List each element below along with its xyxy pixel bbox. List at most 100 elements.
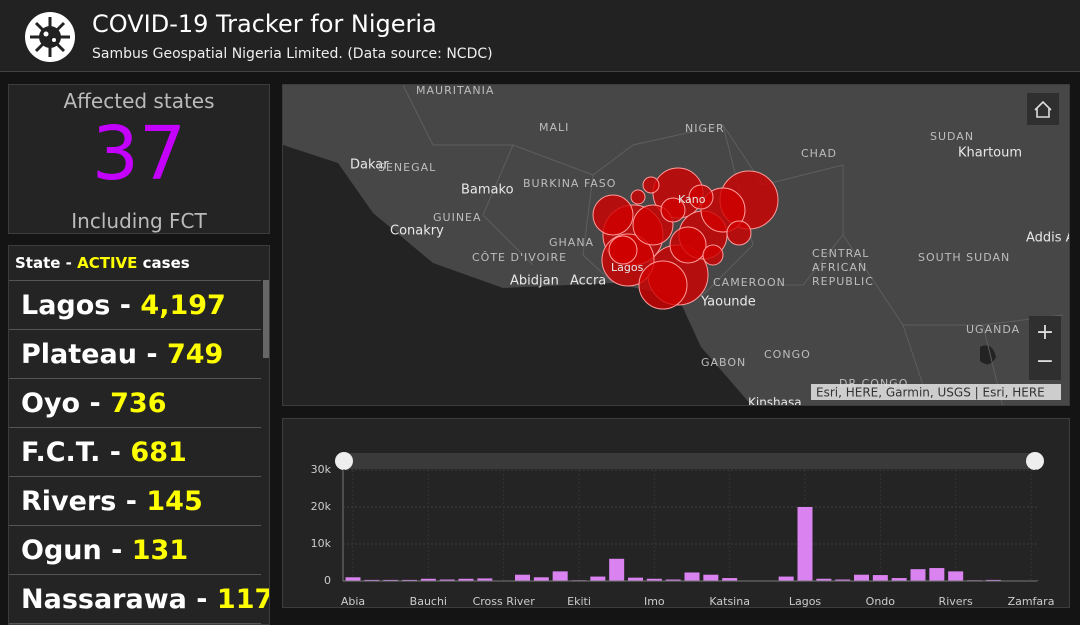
map-label: Kano bbox=[678, 193, 706, 206]
map-label: REPUBLIC bbox=[812, 275, 874, 288]
x-tick-label: Lagos bbox=[789, 595, 822, 608]
bar bbox=[854, 575, 869, 581]
zoom-out[interactable]: − bbox=[1036, 349, 1054, 374]
list-item: Oyo - 736 bbox=[9, 379, 261, 428]
map-label: BURKINA FASO bbox=[523, 177, 616, 190]
list-header: State - ACTIVE cases bbox=[15, 254, 190, 272]
list-item: Ogun - 131 bbox=[9, 526, 261, 575]
state-name: Rivers bbox=[21, 486, 116, 517]
summary-label: Affected states bbox=[9, 89, 269, 113]
bar bbox=[703, 575, 718, 581]
bar bbox=[873, 575, 888, 581]
y-tick-label: 10k bbox=[311, 537, 332, 550]
separator: - bbox=[111, 535, 122, 566]
active-cases: 145 bbox=[146, 486, 202, 517]
map-label: GABON bbox=[701, 356, 746, 369]
scrollbar[interactable] bbox=[263, 280, 269, 358]
active-cases: 4,197 bbox=[140, 290, 225, 321]
list-header-prefix: State - bbox=[15, 254, 72, 272]
map-label: Yaounde bbox=[700, 295, 756, 310]
separator: - bbox=[196, 584, 207, 615]
active-cases: 736 bbox=[110, 388, 166, 419]
state-name: Lagos bbox=[21, 290, 110, 321]
x-tick-label: Rivers bbox=[939, 595, 973, 608]
bar bbox=[515, 575, 530, 581]
active-cases: 131 bbox=[132, 535, 188, 566]
state-name: Nassarawa bbox=[21, 584, 187, 615]
slider-handle[interactable] bbox=[335, 452, 353, 470]
map-label: CAMEROON bbox=[713, 276, 786, 289]
separator: - bbox=[90, 388, 101, 419]
map-label: GHANA bbox=[549, 236, 594, 249]
x-tick-label: Ondo bbox=[866, 595, 896, 608]
separator: - bbox=[126, 486, 137, 517]
map-label: Accra bbox=[570, 274, 606, 289]
attribution: Esri, HERE, Garmin, USGS | Esri, HERE bbox=[816, 386, 1045, 400]
bar bbox=[685, 572, 700, 581]
y-tick-label: 0 bbox=[324, 574, 331, 587]
subtitle: Sambus Geospatial Nigeria Limited. (Data… bbox=[92, 46, 493, 62]
separator: - bbox=[146, 339, 157, 370]
map-label: NIGER bbox=[685, 122, 725, 135]
separator: - bbox=[110, 437, 121, 468]
x-tick-label: Katsina bbox=[709, 595, 750, 608]
list-header-suffix: cases bbox=[143, 254, 190, 272]
state-name: F.C.T. bbox=[21, 437, 100, 468]
bar bbox=[590, 577, 605, 581]
range-slider[interactable] bbox=[343, 453, 1037, 469]
map-label: CHAD bbox=[801, 147, 837, 160]
home-button[interactable] bbox=[1027, 93, 1059, 125]
list-header-highlight: ACTIVE bbox=[77, 254, 137, 272]
bar bbox=[911, 569, 926, 581]
bar bbox=[948, 571, 963, 581]
bar bbox=[609, 559, 624, 581]
y-tick-label: 20k bbox=[311, 500, 332, 513]
slider-handle[interactable] bbox=[1026, 452, 1044, 470]
x-tick-label: Zamfara bbox=[1008, 595, 1055, 608]
bar bbox=[534, 577, 549, 581]
y-tick-label: 30k bbox=[311, 463, 332, 476]
map-label: MAURITANIA bbox=[416, 84, 494, 97]
state-name: Ogun bbox=[21, 535, 102, 566]
bar bbox=[346, 577, 361, 581]
summary-card: Affected states 37 Including FCT bbox=[8, 84, 270, 234]
title: COVID-19 Tracker for Nigeria bbox=[92, 10, 437, 38]
map-label: CÔTE D'IVOIRE bbox=[472, 251, 567, 264]
map[interactable]: MAURITANIA MALI NIGER CHAD SUDAN Khartou… bbox=[282, 84, 1070, 406]
map-label: UGANDA bbox=[966, 323, 1020, 336]
active-cases: 117 bbox=[217, 584, 270, 615]
logo bbox=[24, 11, 76, 63]
bar bbox=[798, 507, 813, 581]
list-item: F.C.T. - 681 bbox=[9, 428, 261, 477]
x-tick-label: Cross River bbox=[473, 595, 536, 608]
list-item: Lagos - 4,197 bbox=[9, 281, 261, 330]
map-label: Khartoum bbox=[958, 146, 1022, 161]
list-item: Nassarawa - 117 bbox=[9, 575, 261, 624]
map-label: SOUTH SUDAN bbox=[918, 251, 1010, 264]
x-tick-label: Bauchi bbox=[410, 595, 447, 608]
map-label: Kinshasa bbox=[748, 396, 802, 407]
map-label: GUINEA bbox=[433, 211, 482, 224]
state-name: Oyo bbox=[21, 388, 80, 419]
page: COVID-19 Tracker for Nigeria Sambus Geos… bbox=[0, 0, 1080, 608]
list-item: Rivers - 145 bbox=[9, 477, 261, 526]
bar bbox=[553, 571, 568, 581]
zoom-in[interactable]: + bbox=[1036, 320, 1054, 345]
map-label: SUDAN bbox=[930, 130, 974, 143]
summary-value: 37 bbox=[9, 111, 269, 197]
active-cases: 681 bbox=[130, 437, 186, 468]
map-label: CENTRAL bbox=[812, 247, 869, 260]
map-label: Bamako bbox=[461, 183, 514, 198]
list-item: Plateau - 749 bbox=[9, 330, 261, 379]
bar bbox=[929, 568, 944, 581]
x-tick-label: Ekiti bbox=[567, 595, 591, 608]
map-label: CONGO bbox=[764, 348, 811, 361]
separator: - bbox=[120, 290, 131, 321]
map-label: Abidjan bbox=[510, 274, 559, 289]
x-tick-label: Imo bbox=[644, 595, 665, 608]
state-name: Plateau bbox=[21, 339, 137, 370]
active-cases: 749 bbox=[167, 339, 223, 370]
map-label: SENEGAL bbox=[378, 161, 436, 174]
